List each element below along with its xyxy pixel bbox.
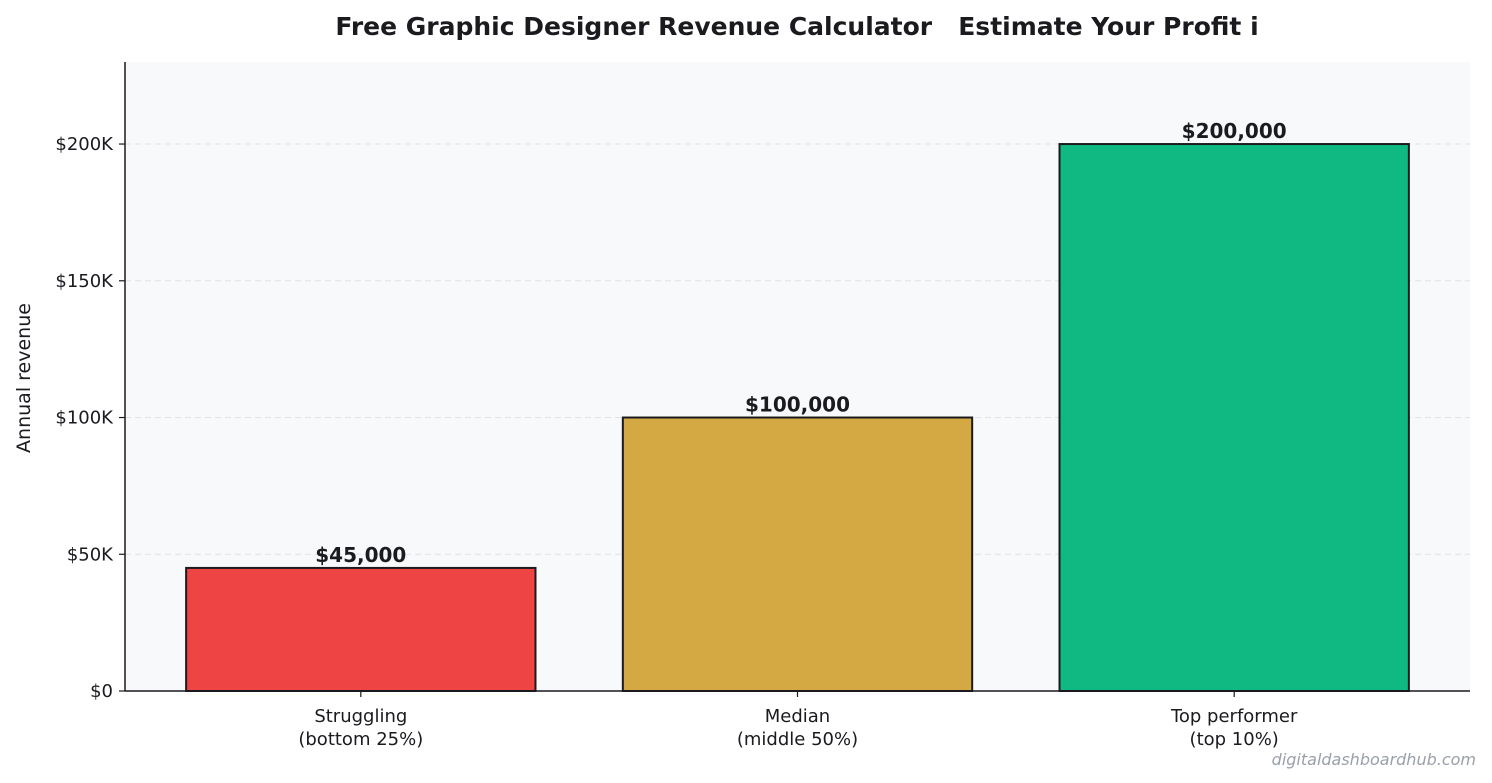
bar [1058,143,1410,693]
data-label: $200,000 [1182,119,1287,143]
x-tick-label: (bottom 25%) [298,729,423,750]
y-tick-label: $0 [90,681,113,702]
bar [621,416,974,692]
y-axis-label: Annual revenue [13,303,35,453]
bar [185,566,537,692]
bars: $45,000 $100,000 $200,000 [185,119,1410,693]
x-tick-label: Median [765,706,830,727]
x-tick-label: Top performer [1170,706,1298,727]
y-tick-label: $100K [55,408,114,429]
x-tick-label: (top 10%) [1190,729,1279,750]
y-tick-label: $200K [55,134,114,155]
y-tick-label: $150K [55,271,114,292]
watermark: digitaldashboardhub.com [1272,750,1476,769]
data-label: $45,000 [315,543,406,567]
data-label: $100,000 [745,393,850,417]
x-axis-ticks: Struggling(bottom 25%) Median(middle 50%)… [298,691,1298,750]
y-tick-label: $50K [67,544,114,565]
x-tick-label: Struggling [314,706,407,727]
y-axis-ticks: $0 $50K $100K $150K $200K [55,134,125,702]
x-tick-label: (middle 50%) [737,729,858,750]
chart-title: Free Graphic Designer Revenue Calculator… [335,12,1258,41]
